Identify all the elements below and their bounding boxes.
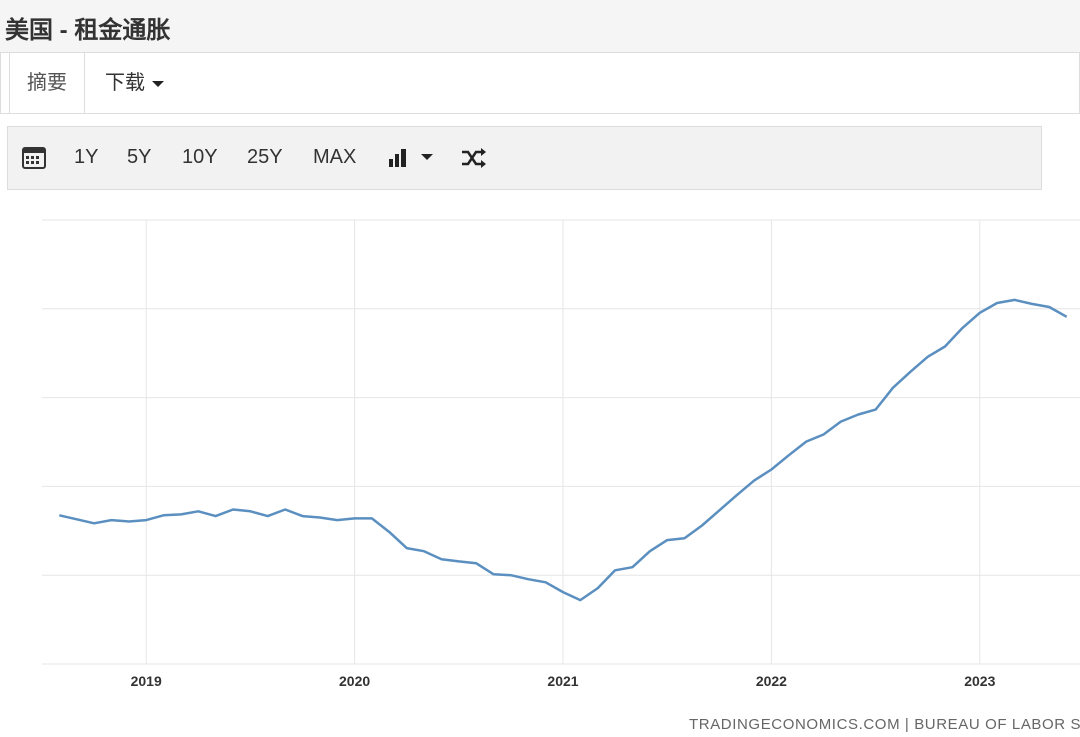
x-tick-label: 2021 <box>547 673 578 689</box>
range-button[interactable]: 1Y <box>74 146 99 168</box>
page-title: 美国 - 租金通胀 <box>5 17 171 44</box>
tab-label: 下载 <box>105 72 145 94</box>
chart: 2019 2020 2021 2022 2023 <box>42 219 1080 689</box>
dropdown-caret <box>151 81 164 87</box>
tab[interactable]: 摘要 <box>9 53 85 113</box>
x-tick-label: 2022 <box>756 673 787 689</box>
toolbar: 1Y 5Y 10Y 25Y MAX <box>7 126 1042 190</box>
range-button[interactable]: MAX <box>313 146 357 168</box>
range-button[interactable]: 10Y <box>182 146 218 168</box>
source-note: TRADINGECONOMICS.COM | BUREAU OF LABOR S… <box>689 716 1080 733</box>
range-button[interactable]: 25Y <box>247 146 283 168</box>
chart-type-icon[interactable] <box>388 147 436 169</box>
x-tick-label: 2019 <box>131 673 162 689</box>
data-line <box>59 298 1068 602</box>
x-tick-label: 2023 <box>964 673 995 689</box>
header: 美国 - 租金通胀 <box>0 0 1080 53</box>
x-tick-label: 2020 <box>339 673 370 689</box>
tab[interactable]: 下载 <box>105 53 165 113</box>
tab-bar: 摘要 下载 <box>0 53 1080 114</box>
shuffle-icon[interactable] <box>460 146 488 170</box>
range-button[interactable]: 5Y <box>127 146 152 168</box>
calendar-icon[interactable] <box>22 146 46 170</box>
